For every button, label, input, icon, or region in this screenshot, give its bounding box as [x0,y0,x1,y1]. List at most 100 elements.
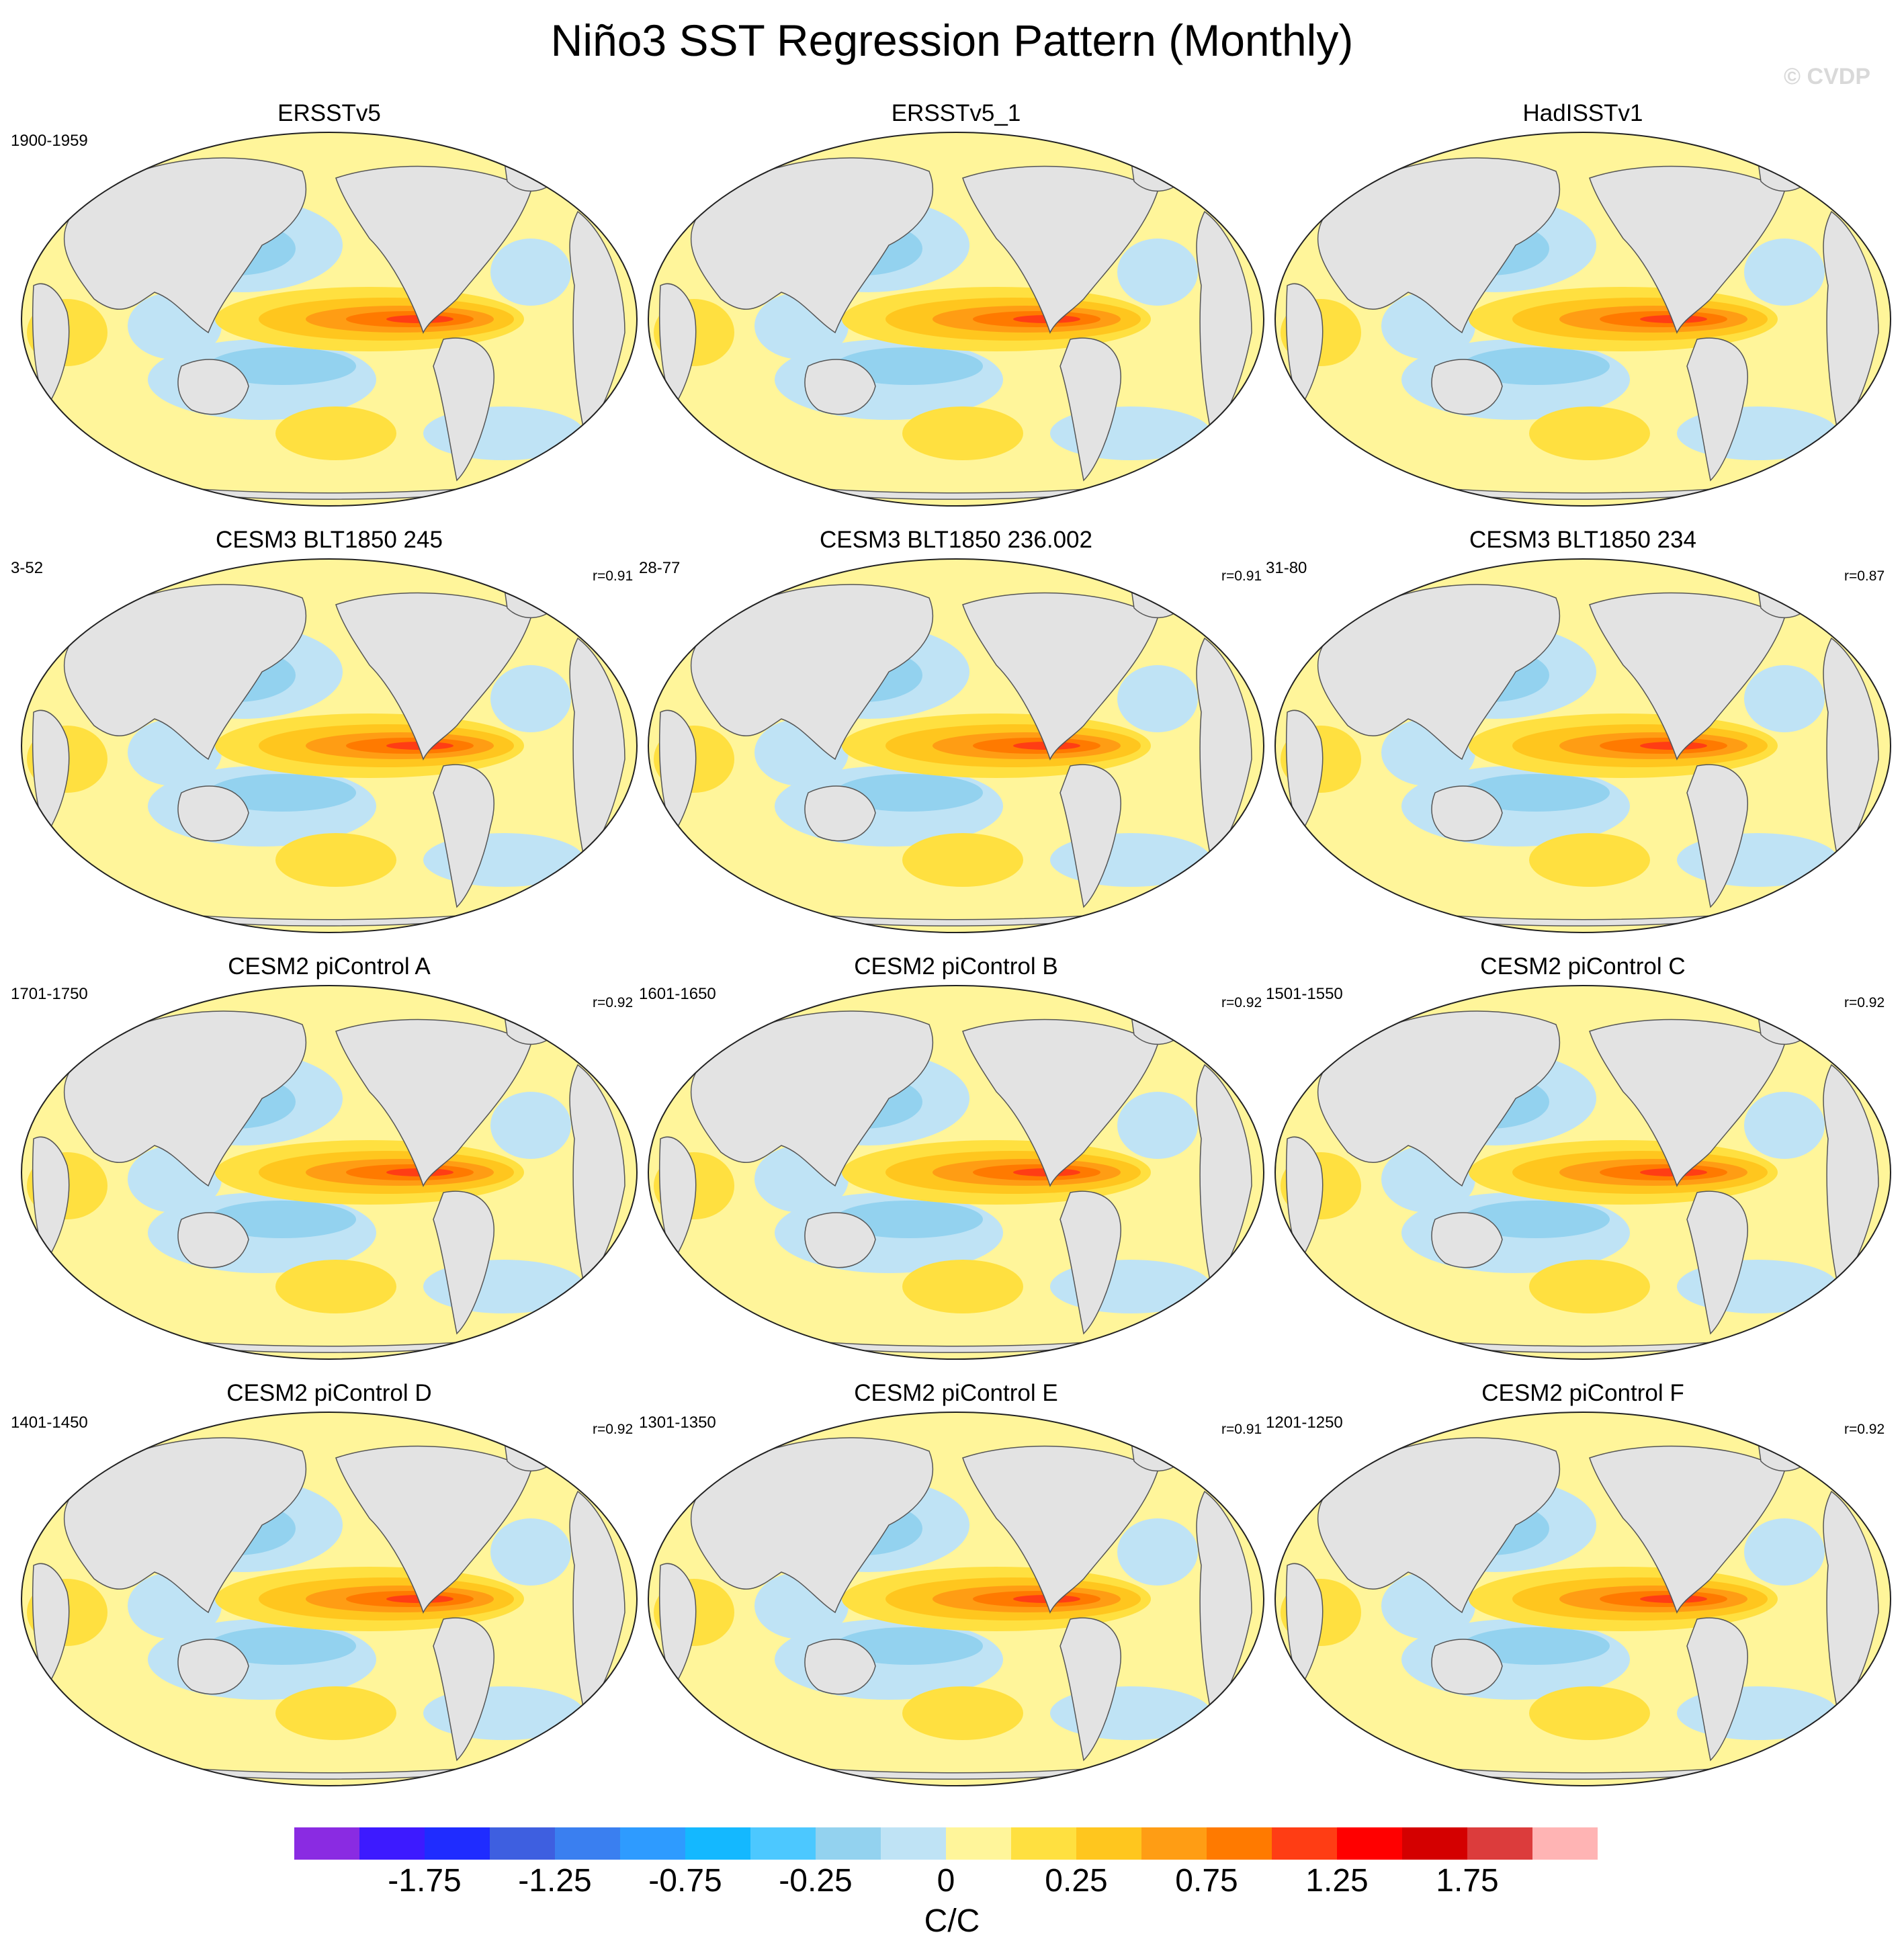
regression-map [21,1412,638,1786]
south-pacific-warm [902,406,1023,460]
australia-land [804,785,876,842]
figure-title: Niño3 SST Regression Pattern (Monthly) [550,15,1354,65]
greenland-land [1757,155,1812,192]
colorbar-tick-label: -1.75 [388,1863,462,1899]
panel-pattern-correlation: r=0.92 [1844,1422,1885,1437]
south-pacific-warm [275,833,396,887]
north-america-land [1589,165,1785,334]
panel-title: ERSSTv5 [277,100,381,126]
panel-title: CESM2 piControl D [226,1380,432,1406]
south-pacific-warm [902,1260,1023,1313]
north-atlantic-cool [1117,239,1198,306]
panel-title: CESM2 piControl E [854,1380,1058,1406]
map-outline [1274,985,1891,1360]
panel-pattern-correlation: r=0.91 [1221,568,1262,584]
map-outline [648,1412,1264,1786]
colorbar-swatch [750,1827,816,1860]
panel-period: 3-52 [11,559,44,577]
panel-title: HadISSTv1 [1522,100,1643,126]
map-outline [21,985,638,1360]
south-pacific-warm [902,833,1023,887]
north-america-land [1589,1019,1785,1187]
south-america-land [1059,337,1121,482]
africa-land [658,283,697,408]
australia-land [804,1639,876,1695]
south-pacific-warm [1529,1260,1650,1313]
map-outline [648,985,1264,1360]
panel-pattern-correlation: r=0.92 [1221,995,1262,1010]
regression-map [1274,985,1891,1360]
south-pacific-cool-core [208,1201,356,1238]
panel-title: CESM2 piControl C [1480,953,1686,980]
colorbar-tick-label: 0.25 [1045,1863,1108,1899]
colorbar-swatch [1141,1827,1207,1860]
south-america-land [433,1617,494,1762]
colorbar-tick-label: 1.25 [1305,1863,1369,1899]
colorbar-tick-label: -1.25 [518,1863,592,1899]
south-pacific-warm [275,1260,396,1313]
north-atlantic-cool [490,239,571,306]
panel-period: 1900-1959 [11,132,88,150]
regression-map [1274,132,1891,507]
north-america-land [962,1019,1158,1187]
south-pacific-warm [1529,1686,1650,1740]
south-pacific-warm [275,406,396,460]
map-outline [1274,132,1891,507]
eurasia-land [690,1437,933,1614]
north-atlantic-cool [490,665,571,732]
africa-land [32,1563,70,1688]
north-atlantic-cool [1117,1518,1198,1586]
eurasia-land [1317,1437,1560,1614]
africa-land [658,709,697,834]
south-america-land [1686,1617,1748,1762]
panel-pattern-correlation: r=0.91 [1221,1422,1262,1437]
colorbar-swatch [1337,1827,1403,1860]
africa-land [658,1136,697,1261]
south-america-land [433,1190,494,1335]
colorbar-swatch [1076,1827,1142,1860]
north-atlantic-cool [490,1518,571,1586]
panel-title: CESM2 piControl F [1481,1380,1684,1406]
south-pacific-cool-core [1462,347,1610,385]
south-pacific-cool-core [835,1201,983,1238]
colorbar-swatch [816,1827,881,1860]
panel-pattern-correlation: r=0.91 [593,568,634,584]
south-pacific-cool-core [208,774,356,812]
africa-land [1285,1563,1324,1688]
africa-land [32,283,70,408]
south-pacific-cool-core [208,1627,356,1665]
australia-land [1431,1639,1503,1695]
north-atlantic-cool [1744,665,1825,732]
australia-land [177,1639,249,1695]
panel-pattern-correlation: r=0.92 [593,1422,634,1437]
north-america-land [335,1445,531,1614]
colorbar-swatch [881,1827,947,1860]
south-america-land [433,764,494,908]
north-america-land [335,1019,531,1187]
colorbar-swatch [1272,1827,1338,1860]
north-atlantic-cool [1744,1092,1825,1159]
colorbar-swatch [425,1827,490,1860]
colorbar-swatch [294,1827,360,1860]
south-pacific-cool-core [835,347,983,385]
south-pacific-cool-core [835,774,983,812]
colorbar-swatch [946,1827,1012,1860]
north-america-land [1589,592,1785,761]
panel-period: 1301-1350 [639,1414,716,1432]
africa-land [1285,1136,1324,1261]
eurasia-land [63,584,306,761]
colorbar-units: C/C [924,1903,980,1939]
colorbar-swatch [490,1827,556,1860]
colorbar-tick-label: -0.25 [779,1863,853,1899]
greenland-land [1757,1434,1812,1472]
eurasia-land [690,1010,933,1187]
colorbar-swatch [1532,1827,1598,1860]
australia-land [1431,1212,1503,1268]
south-pacific-cool-core [1462,774,1610,812]
greenland-land [1757,1008,1812,1045]
australia-land [1431,359,1503,415]
panel-title: CESM3 BLT1850 236.002 [819,527,1092,553]
south-america-land [433,337,494,482]
panel-period: 1401-1450 [11,1414,88,1432]
panel-period: 1501-1550 [1266,985,1343,1003]
